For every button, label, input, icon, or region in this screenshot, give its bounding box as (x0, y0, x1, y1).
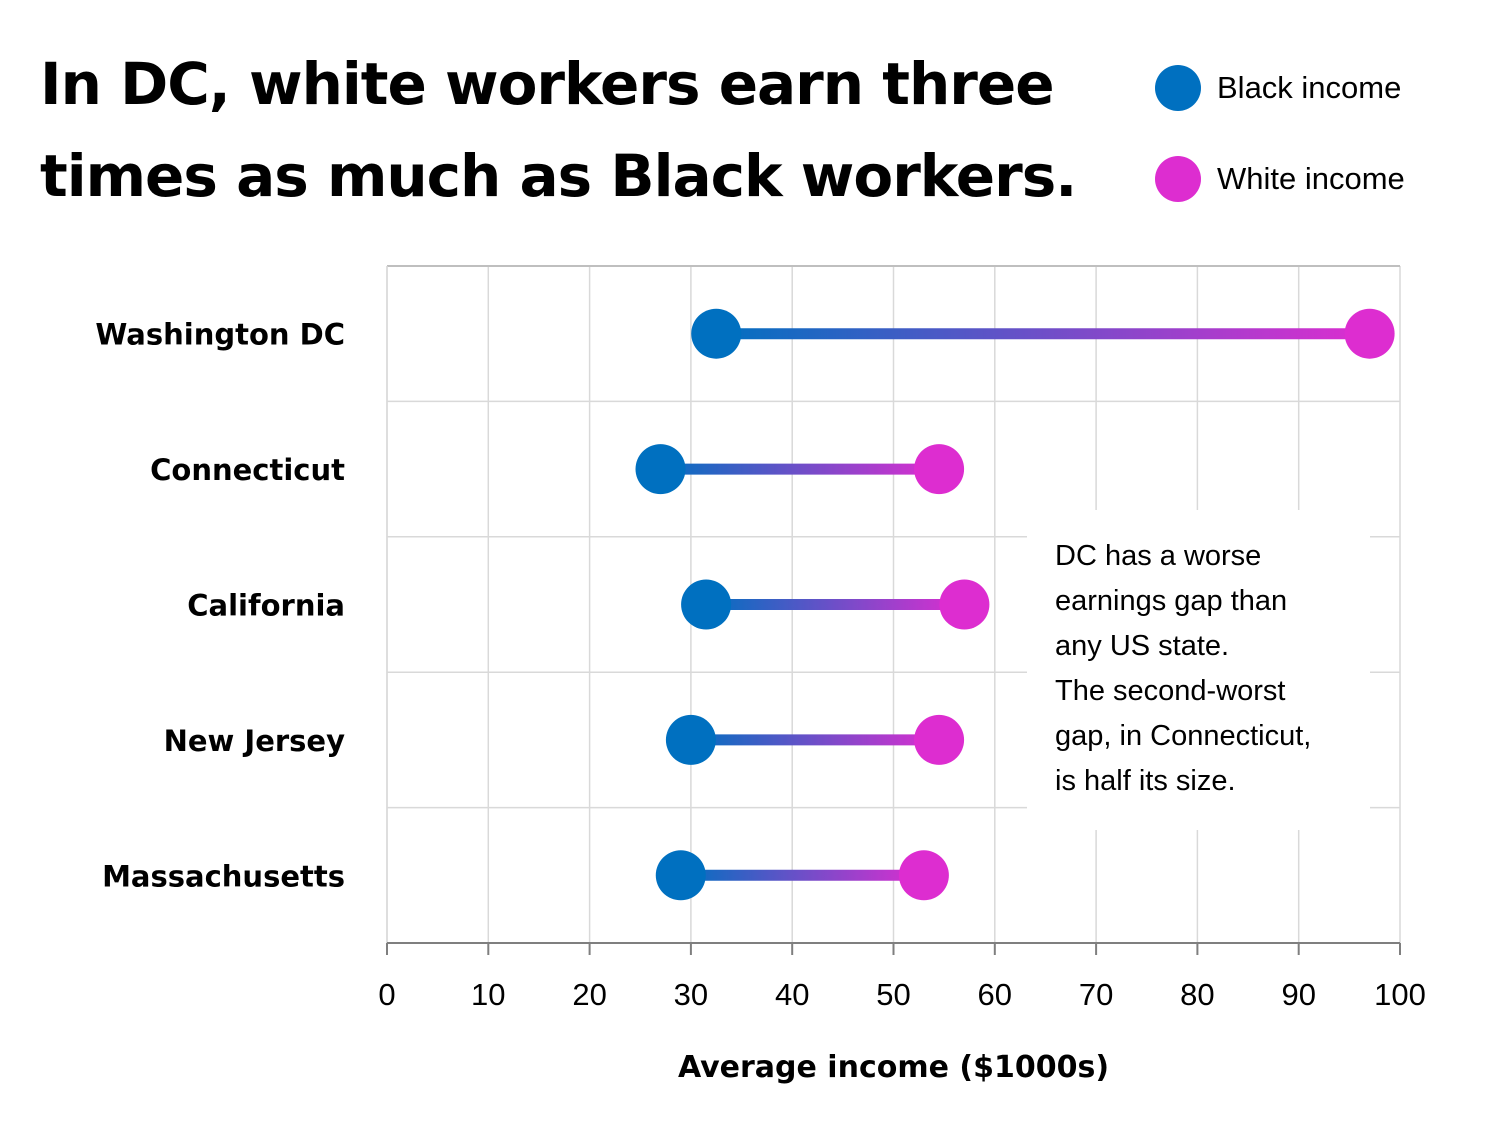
category-label-new-jersey: New Jersey (164, 724, 346, 758)
category-label-massachusetts: Massachusetts (102, 859, 345, 893)
x-tick-label-90: 90 (1281, 977, 1315, 1012)
point-white-income-california (939, 579, 990, 630)
category-label-california: California (187, 589, 345, 623)
point-white-income-new-jersey (914, 714, 965, 765)
legend: Black income White income (1155, 62, 1485, 244)
category-label-washington-dc: Washington DC (95, 318, 345, 352)
legend-item-black-income: Black income (1155, 62, 1485, 114)
x-axis: 0 10 20 30 40 50 60 70 80 90 100 (378, 942, 1426, 1012)
x-tick-label-80: 80 (1180, 977, 1214, 1012)
x-tick-label-40: 40 (775, 977, 809, 1012)
x-tick-label-0: 0 (378, 977, 395, 1012)
x-tick-label-60: 60 (978, 977, 1012, 1012)
legend-swatch-white-income (1155, 156, 1201, 202)
annotation-note: DC has a worse earnings gap than any US … (1027, 510, 1370, 830)
x-tick-label-10: 10 (471, 977, 505, 1012)
x-axis-title: Average income ($1000s) (678, 1050, 1109, 1085)
legend-item-white-income: White income (1155, 153, 1485, 205)
legend-label-white-income: White income (1217, 161, 1405, 196)
data-marks (635, 308, 1395, 901)
point-black-income-connecticut (635, 444, 686, 495)
legend-label-black-income: Black income (1217, 70, 1402, 105)
point-black-income-california (681, 579, 732, 630)
x-tick-label-20: 20 (572, 977, 606, 1012)
legend-swatch-black-income (1155, 65, 1201, 111)
point-white-income-massachusetts (898, 850, 949, 901)
point-black-income-washington-dc (691, 308, 742, 359)
chart-title: In DC, white workers earn three times as… (40, 50, 1077, 210)
x-tick-label-100: 100 (1374, 977, 1426, 1012)
x-tick-label-50: 50 (876, 977, 910, 1012)
category-labels: Washington DC Connecticut California New Je… (95, 318, 345, 894)
point-black-income-massachusetts (655, 850, 706, 901)
grid (386, 265, 1401, 944)
point-white-income-connecticut (914, 444, 965, 495)
x-tick-label-30: 30 (674, 977, 708, 1012)
category-label-connecticut: Connecticut (150, 453, 345, 487)
point-white-income-washington-dc (1344, 308, 1395, 359)
point-black-income-new-jersey (665, 714, 716, 765)
x-tick-label-70: 70 (1079, 977, 1113, 1012)
